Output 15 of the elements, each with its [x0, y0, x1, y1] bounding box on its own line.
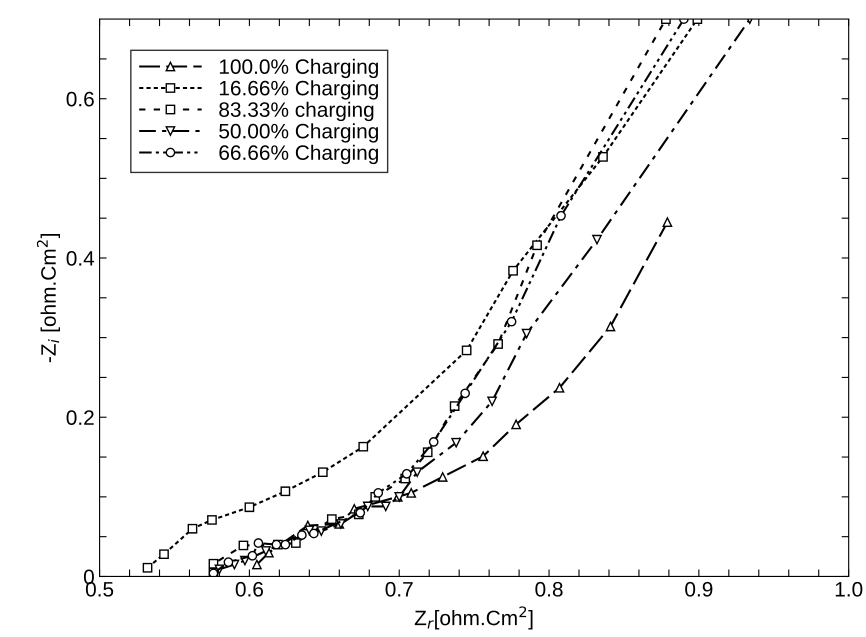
y-tick-label: 0.6 — [66, 92, 94, 106]
legend-label: 50.00% Charging — [219, 123, 378, 143]
x-tick-label: 1.0 — [836, 582, 862, 597]
legend-label: 66.66% Charging — [219, 144, 378, 164]
x-tick-label: 0.7 — [386, 582, 413, 597]
legend-label: 83.33% charging — [219, 102, 374, 122]
x-tick-label: 0.6 — [236, 582, 263, 597]
y-axis-title: -Z$_{i}$ [ohm.Cm$^{2}$] — [36, 234, 60, 362]
legend-label: 100.0% Charging — [220, 58, 378, 78]
x-tick-label: 0.8 — [535, 582, 563, 597]
legend-label: 16.66% Charging — [220, 80, 378, 100]
x-axis-title: Z$_{r}$[ohm.Cm$^{2}$] — [414, 606, 532, 630]
x-tick-label: 0.9 — [685, 582, 712, 597]
y-tick-label: 0.2 — [66, 410, 94, 425]
y-tick-label: 0.4 — [66, 250, 94, 266]
